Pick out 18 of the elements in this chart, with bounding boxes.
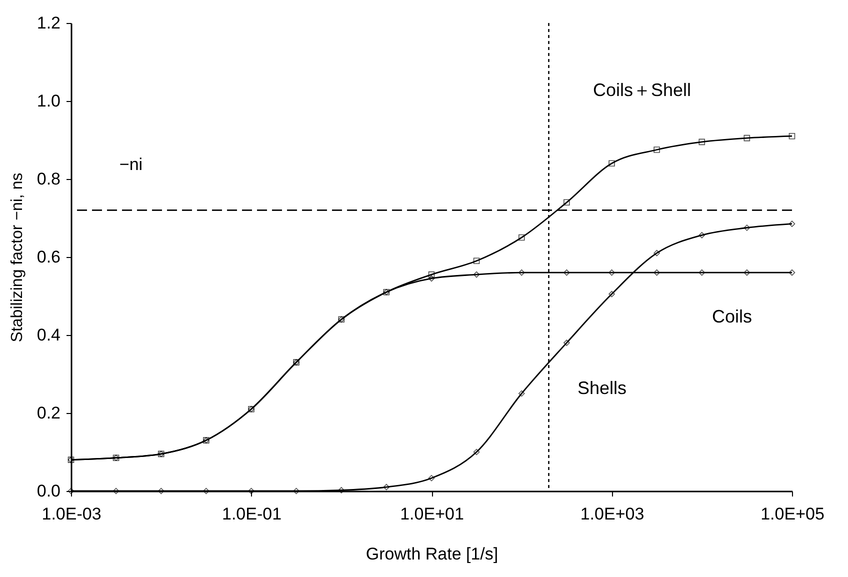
text: Coils＋Shell <box>592 80 692 100</box>
y-axis-title: Stabilizing factor −ni, ns <box>8 172 26 342</box>
x-tick-label: 1.0E+03 <box>580 504 644 524</box>
x-tick-label: 1.0E+05 <box>760 504 824 524</box>
x-tick-label: 1.0E+01 <box>400 504 464 524</box>
y-tick-label: 0.4 <box>36 326 60 344</box>
y-tick-label: 0.2 <box>36 404 60 422</box>
x-tick-label: 1.0E-01 <box>222 504 282 524</box>
series-label: Shells <box>577 378 627 398</box>
y-tick-label: 0.8 <box>36 170 60 188</box>
y-tick-label: 0.6 <box>36 248 60 266</box>
y-tick-label: 1.2 <box>36 14 60 32</box>
x-tick-label: 1.0E-03 <box>42 504 102 524</box>
ref-line-label: −ni <box>119 155 143 174</box>
y-tick-label: 1.0 <box>36 92 60 110</box>
x-axis-title: Growth Rate [1/s] <box>366 544 498 564</box>
y-tick-label: 0.0 <box>36 482 60 500</box>
series-label: Coils <box>712 306 752 327</box>
